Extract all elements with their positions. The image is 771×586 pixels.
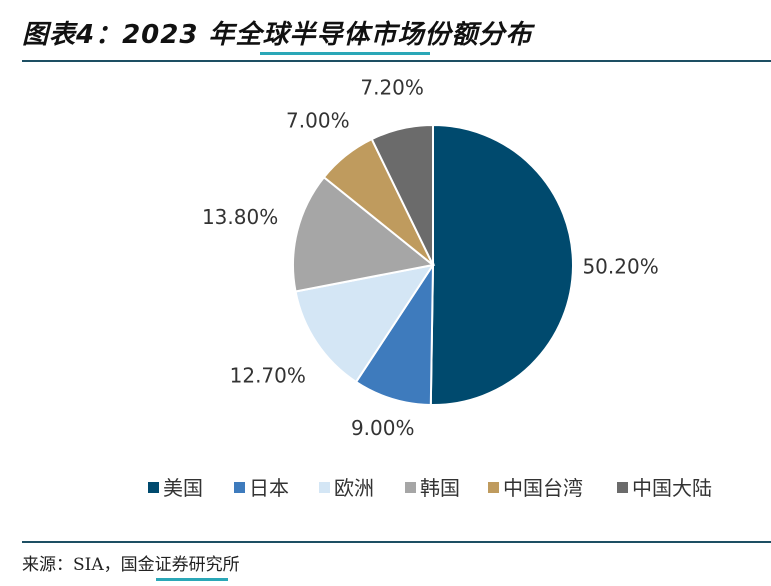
pie-slice-5 [370,123,434,266]
data-label-2: 12.70% [230,364,306,388]
chart-legend: 美国 日本 欧洲 韩国 中国台湾 中国大陆 [148,476,712,500]
footer-divider [22,541,771,543]
title-divider [22,60,771,62]
legend-swatch-4 [488,482,499,493]
pie-slice-2 [294,263,436,384]
legend-swatch-0 [148,482,159,493]
source-note: 来源：SIA，国金证券研究所 [22,555,240,575]
legend-label-3: 韩国 [420,476,460,500]
data-label-5: 7.20% [360,76,424,100]
legend-label-0: 美国 [163,476,203,500]
pie-slices [292,123,574,406]
legend-label-5: 中国大陆 [632,476,712,500]
data-label-0: 50.20% [582,254,658,278]
pie-slice-1 [354,261,435,406]
pie-data-labels: 50.20% 9.00% 12.70% 13.80% 7.00% 7.20% [202,76,659,441]
data-label-3: 13.80% [202,205,278,229]
legend-swatch-5 [617,482,628,493]
legend-swatch-3 [405,482,416,493]
legend-swatch-2 [319,482,330,493]
source-accent-line [156,578,228,581]
data-label-1: 9.00% [351,416,415,440]
chart-title: 图表4：2023 年全球半导体市场份额分布 [22,20,533,50]
pie-slice-3 [292,175,436,293]
legend-swatch-1 [234,482,245,493]
title-accent-line [260,52,430,55]
legend-label-1: 日本 [249,476,289,500]
pie-slice-0 [429,123,574,406]
data-label-4: 7.00% [286,108,350,132]
legend-label-4: 中国台湾 [503,476,583,500]
legend-label-2: 欧洲 [334,476,374,500]
